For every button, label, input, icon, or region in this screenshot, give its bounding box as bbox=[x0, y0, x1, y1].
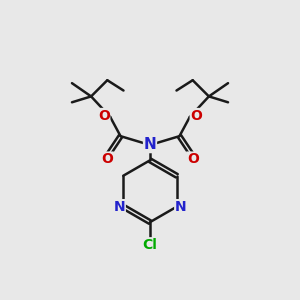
Text: O: O bbox=[101, 152, 113, 166]
Text: Cl: Cl bbox=[142, 238, 158, 252]
Text: O: O bbox=[190, 109, 202, 122]
Text: N: N bbox=[175, 200, 186, 214]
Text: N: N bbox=[114, 200, 125, 214]
Text: O: O bbox=[187, 152, 199, 166]
Text: O: O bbox=[98, 109, 110, 122]
Text: N: N bbox=[144, 137, 156, 152]
